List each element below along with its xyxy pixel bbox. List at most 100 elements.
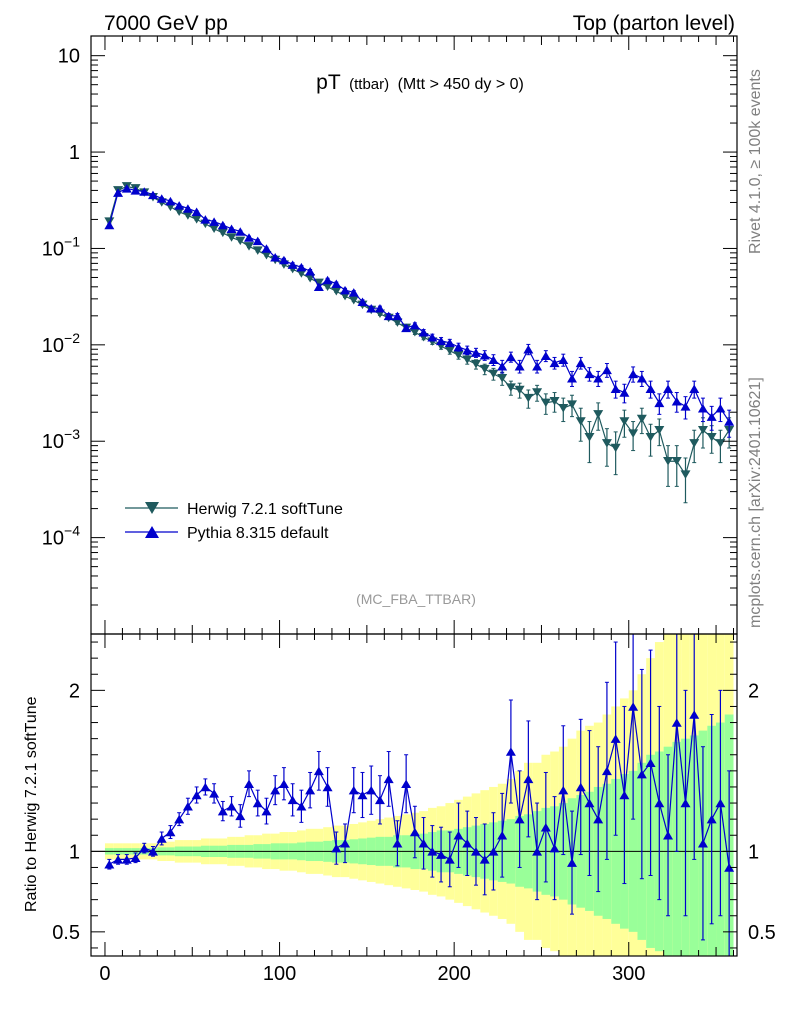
data-point [383, 311, 394, 321]
data-point [470, 348, 481, 357]
ratio-y-tick-label-right: 1 [748, 841, 759, 863]
ratio-point [697, 839, 708, 848]
ratio-point [174, 814, 185, 824]
ratio-point [436, 850, 447, 859]
ratio-point [514, 814, 525, 824]
legend-herwig-marker [145, 502, 159, 514]
ratio-point [470, 847, 481, 856]
data-point [470, 359, 481, 369]
ratio-point [104, 859, 115, 869]
ratio-point [479, 855, 490, 864]
data-point [654, 398, 665, 408]
data-point [567, 374, 578, 383]
data-point [619, 417, 630, 426]
ratio-point [191, 790, 202, 800]
data-point [479, 350, 490, 360]
title-cut: (Mtt > 450 dy > 0) [398, 76, 524, 93]
data-point [532, 388, 543, 397]
data-point [663, 384, 674, 394]
legend-pythia-marker [145, 526, 159, 538]
ratio-point [165, 827, 176, 837]
data-point [226, 233, 237, 242]
data-point [479, 364, 490, 374]
data-point [139, 187, 150, 196]
data-point [322, 282, 333, 292]
main-series-layer [104, 182, 735, 504]
data-point [453, 342, 464, 352]
data-point [645, 432, 656, 442]
data-point [348, 288, 359, 297]
ratio-point [357, 790, 368, 800]
ratio-y-tick-label-right: 2 [748, 680, 759, 702]
ratio-point [724, 863, 735, 872]
title-main: pT [316, 71, 341, 94]
data-point [706, 432, 717, 442]
data-point [409, 320, 420, 330]
data-point [593, 374, 604, 383]
data-point [357, 297, 368, 306]
ratio-point [156, 834, 167, 843]
ratio-point [121, 855, 132, 864]
data-point [558, 355, 569, 365]
data-point [654, 425, 665, 435]
data-point [252, 246, 263, 255]
ratio-point [680, 798, 691, 808]
data-point [488, 355, 499, 365]
main-y-tick-label: 1 [69, 142, 80, 164]
data-point [645, 384, 656, 394]
ratio-point [147, 847, 158, 856]
ratio-point [663, 831, 674, 840]
header-right: Top (parton level) [573, 12, 735, 35]
ratio-y-tick-label-right: 0.5 [748, 922, 776, 944]
data-point [680, 470, 691, 479]
ratio-point [322, 782, 333, 792]
tick-exponent: −2 [64, 330, 80, 346]
data-point [174, 201, 185, 210]
ratio-point [689, 710, 700, 719]
data-point [540, 398, 551, 408]
ratio-point [462, 839, 473, 848]
ratio-point [261, 806, 272, 816]
data-point [200, 215, 211, 224]
ratio-point [244, 779, 255, 788]
ratio-point [340, 839, 351, 848]
ratio-point [628, 702, 639, 711]
ratio-point [444, 855, 455, 864]
tick-exponent: −3 [64, 426, 80, 442]
tick-exponent: −4 [64, 523, 80, 539]
data-point [261, 244, 272, 253]
ratio-point [366, 785, 377, 795]
data-point [444, 346, 455, 355]
data-point [671, 396, 682, 406]
ratio-point [305, 785, 316, 795]
ratio-point [418, 839, 429, 848]
data-point [348, 296, 359, 305]
ratio-point [532, 847, 543, 856]
data-point [706, 412, 717, 421]
ratio-y-tick-label: 0.5 [52, 922, 80, 944]
data-point [680, 402, 691, 411]
tick-base: 10 [42, 431, 64, 453]
plot-title: pT (ttbar) (Mtt > 450 dy > 0) [316, 71, 524, 94]
ratio-point [252, 798, 263, 808]
data-point [462, 355, 473, 365]
main-y-tick-label: 10−2 [42, 330, 80, 357]
data-point [156, 194, 167, 203]
data-point [217, 220, 228, 230]
data-point [628, 429, 639, 438]
data-point [191, 215, 202, 224]
data-point [366, 303, 377, 313]
x-tick-label: 200 [437, 963, 470, 985]
data-point [418, 328, 429, 337]
data-point [235, 236, 246, 246]
ratio-point [505, 747, 516, 756]
ratio-point [540, 822, 551, 832]
data-point [174, 207, 185, 217]
data-point [601, 365, 612, 375]
data-point [549, 358, 560, 368]
data-point [244, 242, 255, 251]
data-point [523, 344, 534, 354]
data-point [636, 414, 647, 424]
data-point [488, 369, 499, 379]
